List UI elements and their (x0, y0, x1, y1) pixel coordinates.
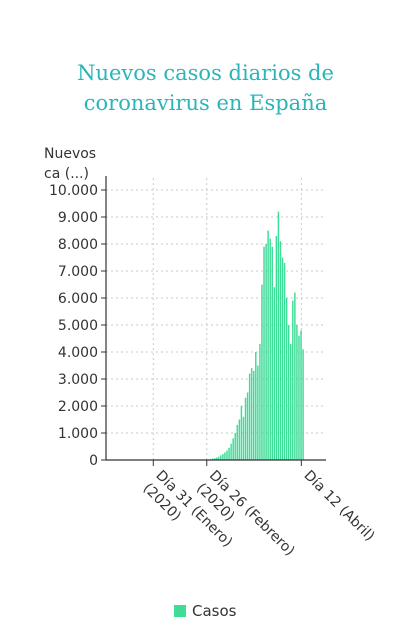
bar-casos (275, 235, 278, 460)
y-axis-title-line-2: ca (...) (44, 166, 89, 182)
bar-casos (271, 246, 273, 460)
bar-casos (240, 406, 243, 460)
bar-casos (285, 298, 288, 460)
bar-casos (257, 365, 259, 460)
x-tick-labels: Día 31 (Enero)(2020) Día 26 (Febrero)(202… (140, 468, 378, 560)
bar-casos (234, 433, 236, 460)
bar-casos (298, 335, 300, 460)
legend-swatch (174, 605, 186, 617)
y-tick-label: 1.000 (58, 426, 98, 442)
bar-casos (213, 458, 216, 460)
y-tick-label: 10.000 (49, 183, 98, 199)
bar-casos (277, 211, 280, 460)
bar-casos (294, 292, 296, 460)
chart-title: Nuevos casos diarios de coronavirus en E… (0, 58, 411, 118)
bar-casos (300, 330, 302, 460)
bar-casos (250, 368, 253, 460)
bar-casos (236, 424, 239, 460)
bar-casos (269, 238, 271, 460)
bar-casos (228, 447, 230, 460)
y-tick-label: 3.000 (58, 372, 98, 388)
legend-label: Casos (192, 602, 237, 620)
y-tick-label: 7.000 (58, 264, 98, 280)
y-tick-label: 0 (89, 453, 98, 469)
bar-casos (279, 241, 282, 460)
bar-casos (242, 416, 245, 460)
bar-casos (226, 450, 228, 460)
bar-casos (224, 452, 226, 460)
bar-casos (265, 244, 267, 460)
bar-casos (290, 343, 292, 460)
bar-casos (232, 438, 234, 460)
bar-casos (248, 373, 251, 460)
bar-casos (302, 349, 304, 460)
bar-casos (255, 352, 257, 460)
y-tick-label: 9.000 (58, 210, 98, 226)
y-tick-label: 6.000 (58, 291, 98, 307)
bars (205, 211, 304, 460)
bar-casos (281, 257, 284, 460)
bar-casos (273, 287, 276, 460)
bar-casos (244, 397, 247, 460)
x-tick-label: Día 12 (Abril) (300, 468, 377, 545)
bar-casos (267, 230, 269, 460)
bar-casos (287, 325, 290, 460)
bar-casos (230, 443, 232, 460)
y-axis-title-line-1: Nuevos (44, 146, 96, 162)
bar-casos (292, 300, 294, 460)
bar-casos (246, 392, 249, 460)
bar-casos (283, 262, 286, 460)
y-tick-label: 5.000 (58, 318, 98, 334)
axes (101, 176, 326, 466)
bar-casos (259, 343, 261, 460)
chart-area: 0 1.000 2.000 3.000 4.000 5.000 6.000 7.000 8.00… (44, 146, 378, 560)
y-tick-labels: 0 1.000 2.000 3.000 4.000 5.000 6.000 7.000 8.00… (49, 183, 98, 469)
chart-title-line-1: Nuevos casos diarios de (77, 61, 334, 85)
bar-casos (296, 325, 298, 460)
bar-casos (220, 455, 222, 460)
y-tick-label: 4.000 (58, 345, 98, 361)
chart-title-line-2: coronavirus en España (83, 91, 328, 115)
y-tick-label: 2.000 (58, 399, 98, 415)
grid-lines (106, 178, 326, 460)
bar-casos (211, 458, 214, 460)
bar-casos (238, 419, 241, 460)
bar-casos (261, 284, 263, 460)
bar-casos (216, 457, 218, 460)
bar-casos (218, 456, 220, 460)
bar-casos (222, 454, 224, 460)
legend: Casos (174, 602, 236, 620)
bar-casos (253, 370, 255, 460)
y-tick-label: 8.000 (58, 237, 98, 253)
bar-casos (263, 246, 265, 460)
